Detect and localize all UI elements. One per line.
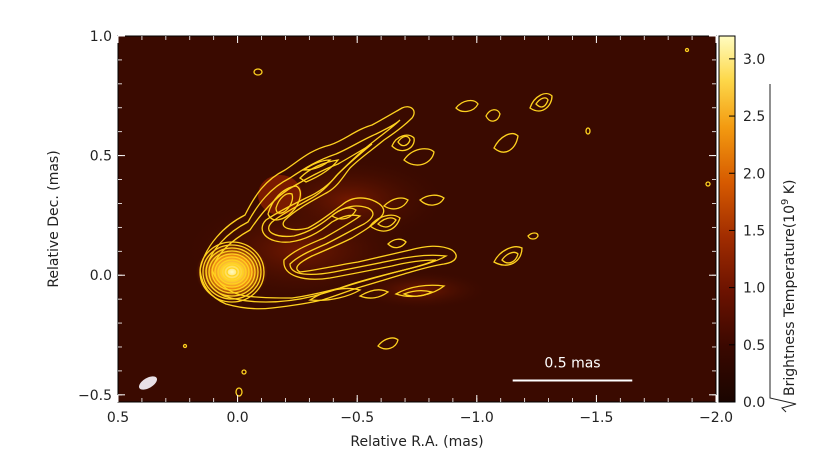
x-tick-label: 0.5 <box>107 410 129 426</box>
colorbar-label: Brightness Temperature(109 K) <box>769 84 798 413</box>
colorbar-label-exp: 9 <box>780 199 791 205</box>
colorbar-tick-label: 1.5 <box>743 223 765 239</box>
plot-frame <box>117 35 717 403</box>
colorbar-label-text: Brightness Temperature(10 <box>782 205 798 396</box>
colorbar-tick-label: 1.0 <box>743 281 765 297</box>
colorbar-tick-label: 2.5 <box>743 109 765 125</box>
colorbar <box>718 35 736 403</box>
x-tick-label: −1.5 <box>579 410 613 426</box>
x-tick-label: −0.5 <box>340 410 374 426</box>
x-tick-label: 0.0 <box>226 410 248 426</box>
colorbar-ticks: 0.0 0.5 1.0 1.5 2.0 2.5 3.0 <box>729 52 765 411</box>
scale-bar: 0.5 mas <box>512 355 633 382</box>
contours <box>182 47 711 397</box>
y-tick-label: 0.5 <box>90 149 112 165</box>
y-tick-label: −0.5 <box>78 388 112 404</box>
x-axis-label: Relative R.A. (mas) <box>350 434 483 450</box>
x-axis: 0.5 0.0 −0.5 −1.0 −1.5 −2.0 <box>107 36 733 426</box>
y-tick-label: 1.0 <box>90 29 112 45</box>
colorbar-tick-label: 0.5 <box>743 338 765 354</box>
colorbar-label-unit: K) <box>782 180 798 199</box>
y-axis: −0.5 0.0 0.5 1.0 <box>78 29 716 404</box>
scale-bar-label: 0.5 mas <box>544 355 600 371</box>
sqrt-symbol <box>769 84 797 413</box>
colorbar-tick-label: 0.0 <box>743 395 765 411</box>
beam-ellipse <box>138 376 158 390</box>
x-tick-label: −1.0 <box>460 410 494 426</box>
y-axis-label: Relative Dec. (mas) <box>46 150 62 287</box>
colorbar-tick-label: 2.0 <box>743 166 765 182</box>
colorbar-tick-label: 3.0 <box>743 52 765 68</box>
x-tick-label: −2.0 <box>699 410 733 426</box>
svg-text:Brightness Temperature(109 K): Brightness Temperature(109 K) <box>780 180 798 396</box>
y-tick-label: 0.0 <box>90 268 112 284</box>
